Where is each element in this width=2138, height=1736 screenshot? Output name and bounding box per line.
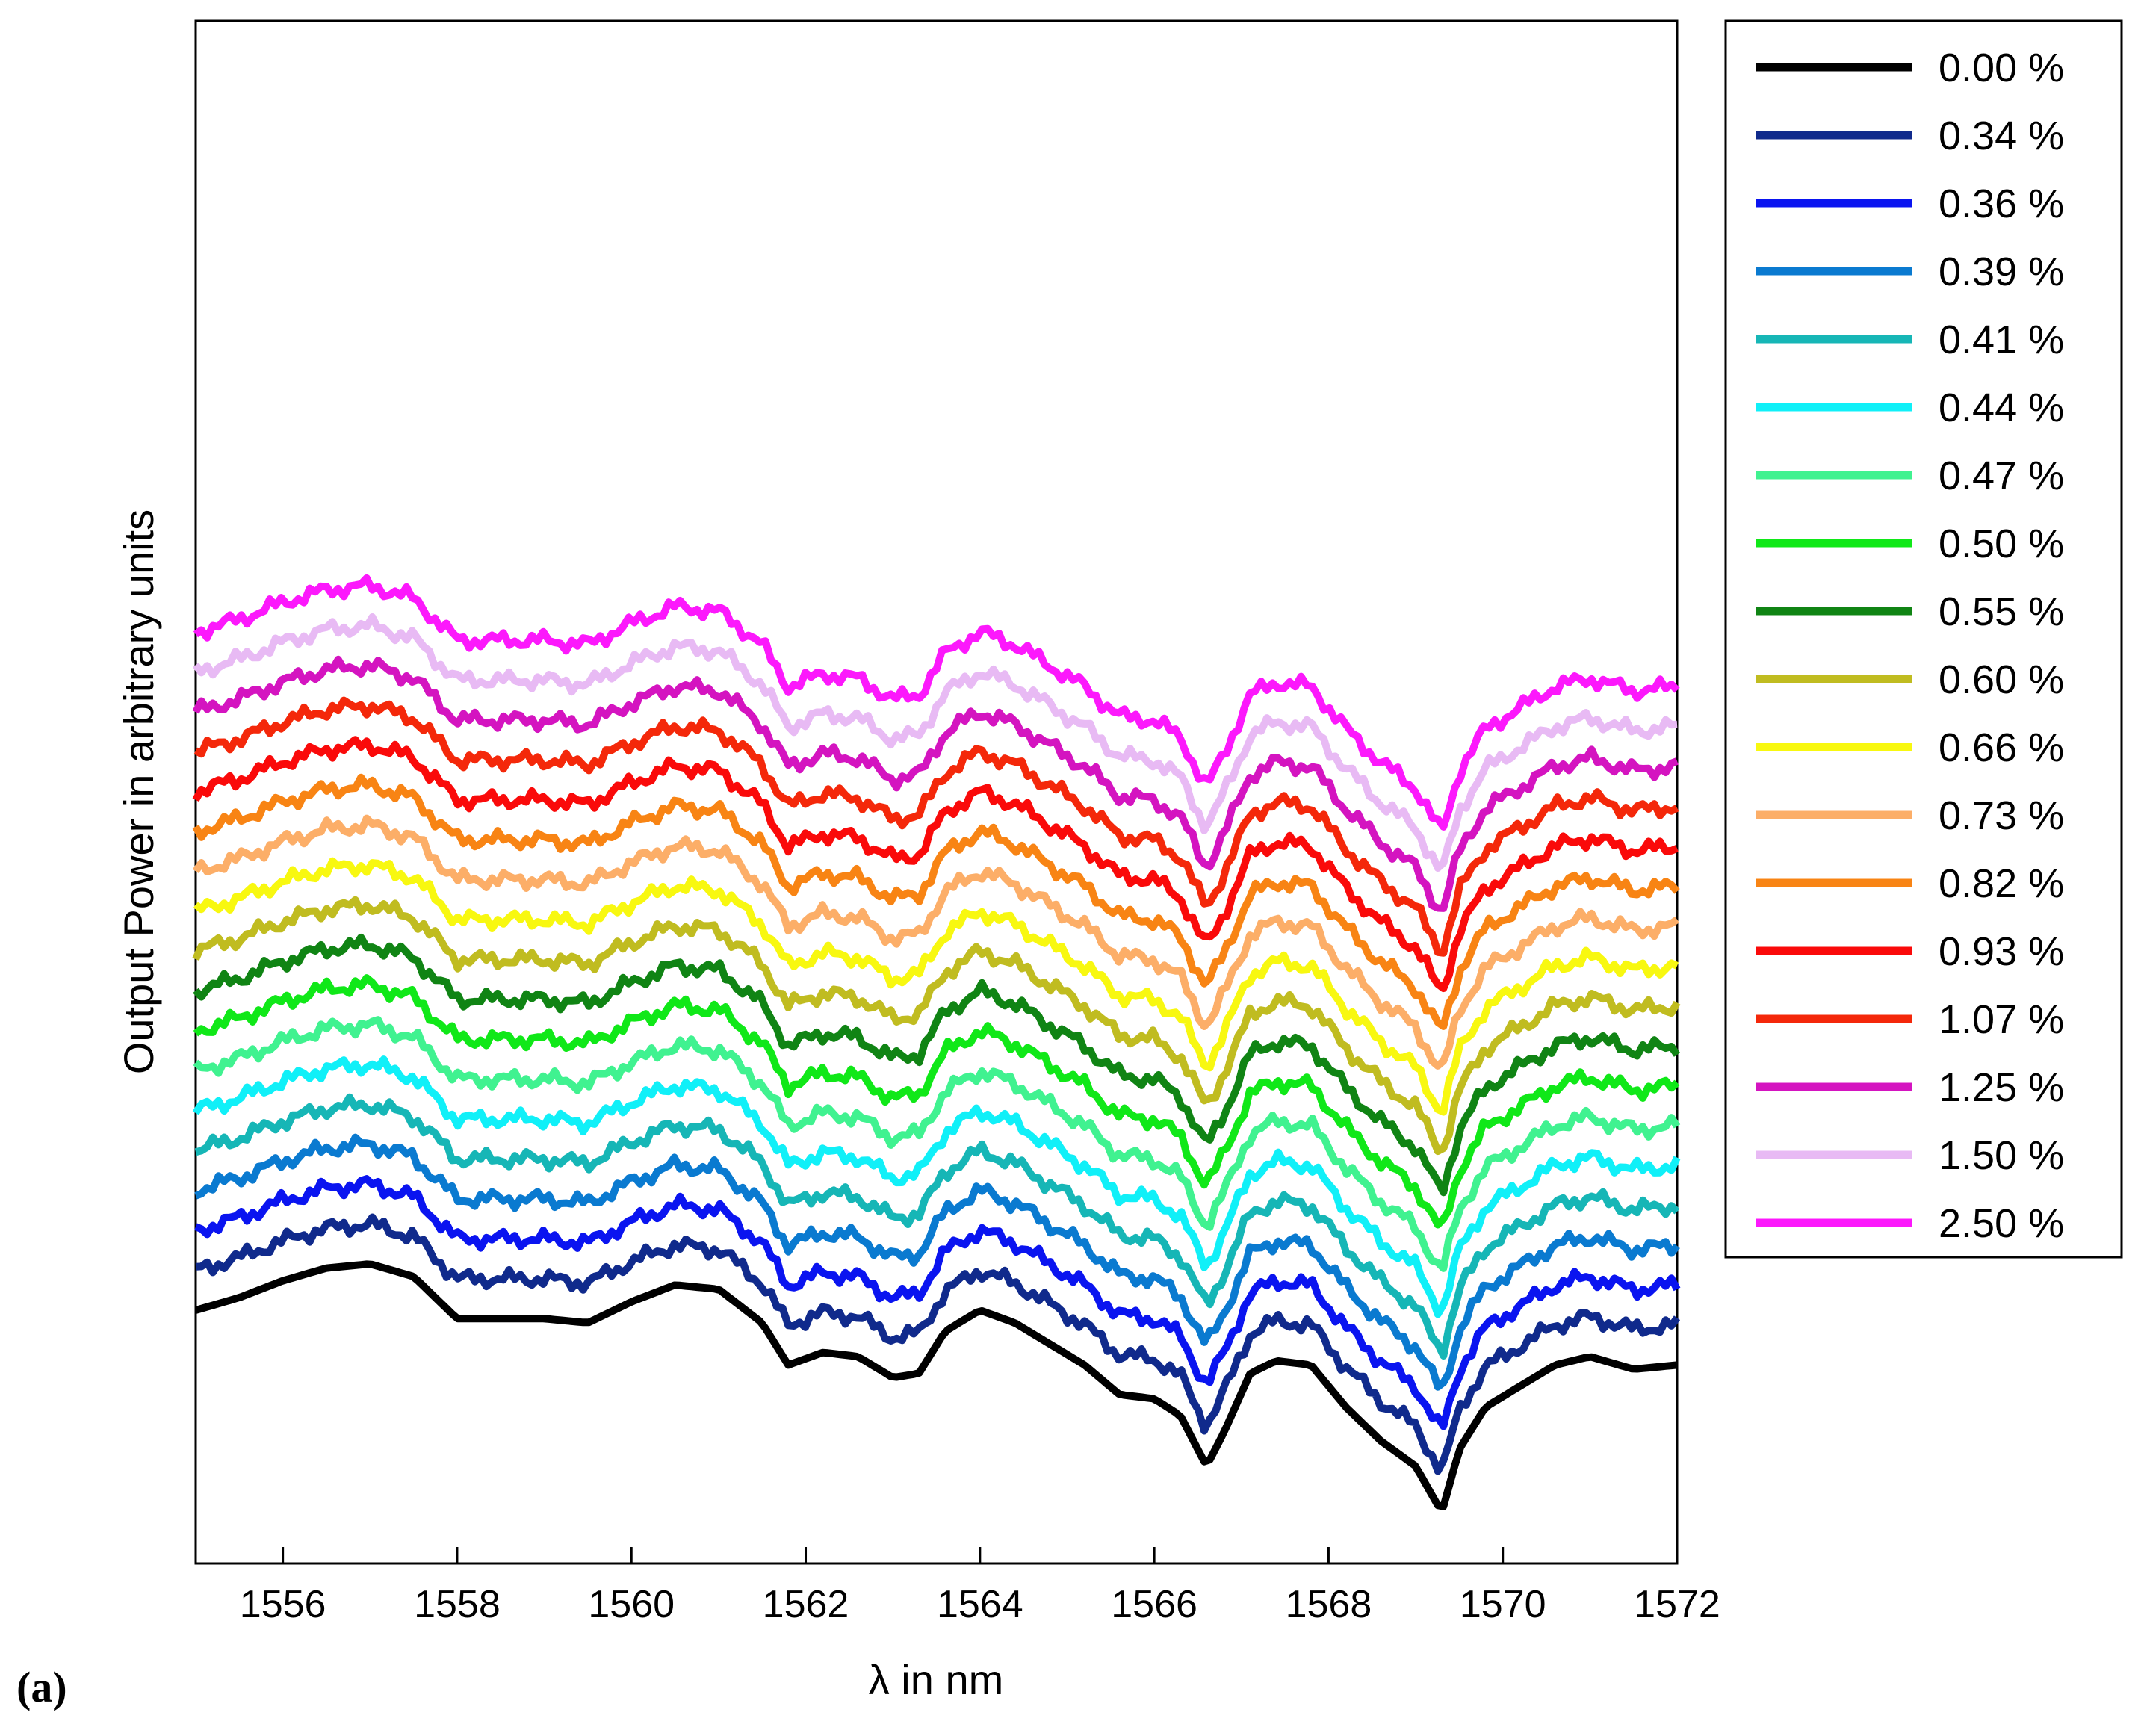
legend-entry-label: 0.55 % — [1939, 589, 2064, 634]
series-line — [195, 1213, 1681, 1475]
x-tick-label: 1570 — [1460, 1583, 1546, 1626]
legend-entry-label: 0.34 % — [1939, 114, 2064, 158]
x-tick-label: 1564 — [937, 1583, 1023, 1626]
series-line — [193, 696, 1679, 957]
legend-box — [1724, 19, 2123, 1259]
series-line — [193, 933, 1681, 1197]
x-tick-label: 1560 — [588, 1583, 675, 1626]
series-line — [193, 857, 1679, 1116]
series-line — [194, 1093, 1680, 1360]
legend-entry-label: 0.36 % — [1939, 182, 2064, 226]
series-line — [193, 574, 1680, 831]
legend-entry-label: 0.66 % — [1939, 725, 2064, 770]
x-tick-label: 1572 — [1634, 1583, 1720, 1626]
series-line — [192, 613, 1678, 872]
x-tick-label: 1566 — [1111, 1583, 1197, 1626]
x-tick-label: 1568 — [1286, 1583, 1372, 1626]
series-line — [192, 814, 1679, 1070]
legend-entry-label: 0.93 % — [1939, 929, 2064, 974]
series-line — [192, 896, 1681, 1156]
legend-entry-label: 2.50 % — [1939, 1201, 2064, 1246]
series-line — [193, 1016, 1681, 1272]
panel-label: (a) — [16, 1663, 67, 1711]
x-tick-label: 1558 — [414, 1583, 501, 1626]
x-tick-label: 1556 — [240, 1583, 326, 1626]
series-line — [193, 974, 1680, 1229]
legend: 0.00 % 0.34 % 0.36 % 0.39 % 0.41 % 0.44 % 0.47… — [1724, 19, 2123, 1259]
series-line — [194, 1133, 1680, 1391]
legend-entry-label: 0.44 % — [1939, 385, 2064, 430]
legend-entry-label: 0.82 % — [1939, 861, 2064, 906]
series-line — [194, 1175, 1681, 1430]
legend-entry-label: 1.25 % — [1939, 1065, 2064, 1110]
series-line — [192, 1055, 1681, 1318]
x-tick-label: 1562 — [763, 1583, 849, 1626]
legend-entry-label: 0.00 % — [1939, 46, 2064, 90]
y-axis-label: Output Power in arbitrary units — [115, 509, 162, 1074]
legend-entry-label: 1.50 % — [1939, 1133, 2064, 1178]
legend-entry-label: 0.50 % — [1939, 521, 2064, 566]
series-line — [192, 655, 1679, 912]
legend-entry-label: 0.41 % — [1939, 317, 2064, 362]
legend-entry-label: 0.73 % — [1939, 793, 2064, 838]
x-axis-ticks: 1556 1558 1560 1562 1564 1566 1568 1570 1572 — [240, 1547, 1720, 1626]
series-line — [192, 736, 1679, 993]
x-axis-label: λ in nm — [869, 1656, 1004, 1703]
series-line — [192, 773, 1680, 1030]
legend-entry-label: 0.60 % — [1939, 657, 2064, 702]
series-line — [194, 1260, 1678, 1510]
legend-entry-label: 1.07 % — [1939, 997, 2064, 1042]
legend-entry-label: 0.39 % — [1939, 249, 2064, 294]
series-lines — [192, 574, 1681, 1510]
legend-entry-label: 0.47 % — [1939, 453, 2064, 498]
